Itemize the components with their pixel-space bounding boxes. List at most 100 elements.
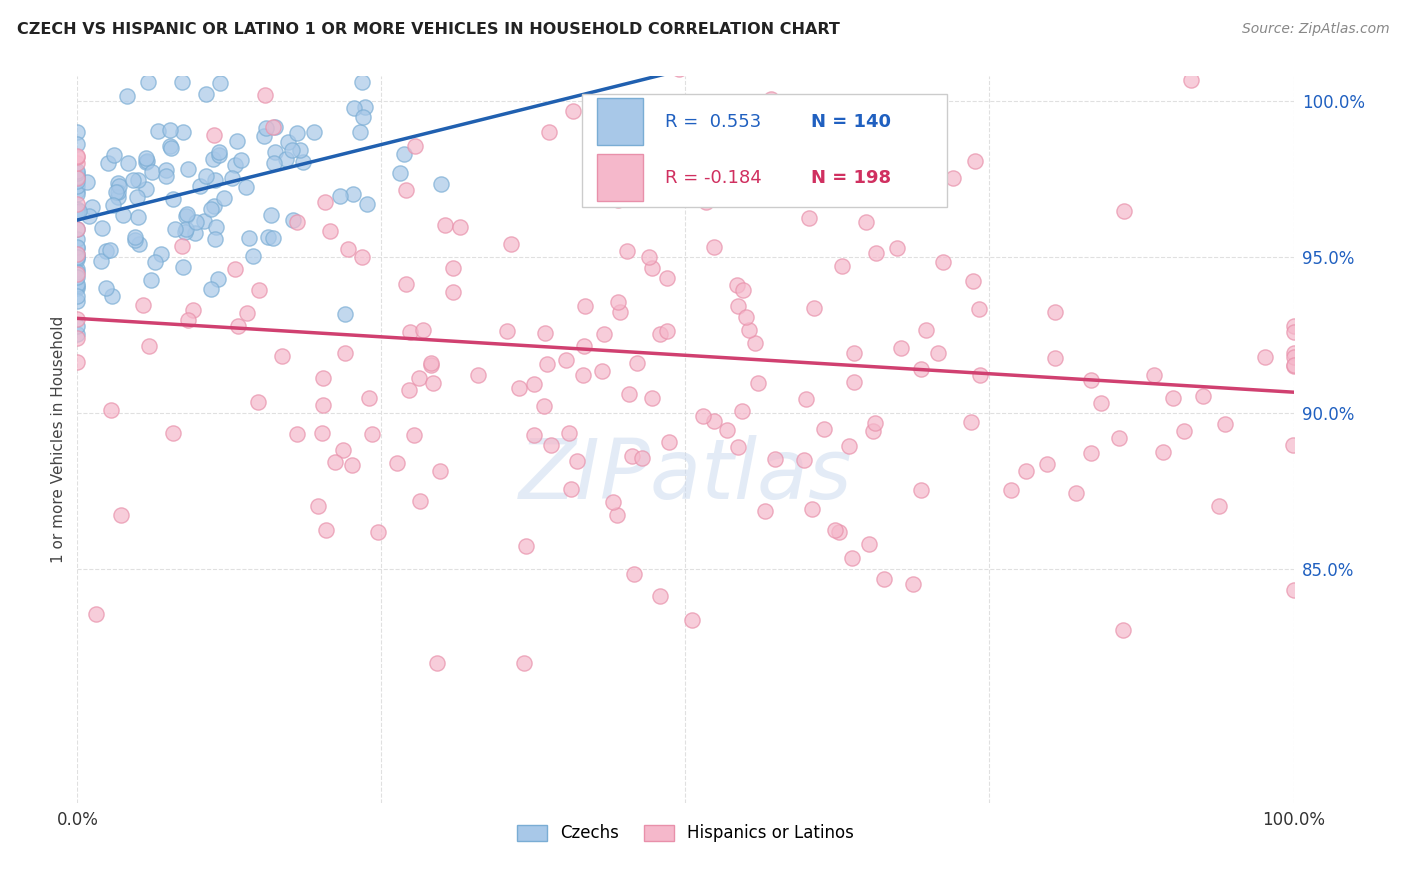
Point xyxy=(727,440,749,454)
Point xyxy=(124,229,146,244)
Point xyxy=(176,207,198,221)
Point xyxy=(172,125,194,139)
Point xyxy=(66,250,89,264)
Point xyxy=(335,308,357,322)
Point xyxy=(533,399,555,413)
Point xyxy=(1152,445,1174,459)
Point xyxy=(66,268,89,282)
Point xyxy=(76,175,98,189)
Point xyxy=(1208,499,1230,513)
Point xyxy=(388,166,411,180)
Point xyxy=(90,220,112,235)
Point xyxy=(558,426,581,441)
Point xyxy=(221,170,243,185)
Point xyxy=(616,244,638,259)
Point xyxy=(352,110,374,124)
Point xyxy=(862,424,884,438)
Point xyxy=(200,283,222,297)
Point xyxy=(523,428,546,442)
Point xyxy=(262,231,284,245)
Point xyxy=(336,242,359,256)
Point xyxy=(422,376,444,390)
Text: N = 140: N = 140 xyxy=(811,112,890,130)
Point xyxy=(1282,318,1305,333)
Point xyxy=(312,371,335,385)
Point xyxy=(555,352,578,367)
Point xyxy=(565,454,588,468)
Point xyxy=(1161,391,1184,405)
Point xyxy=(318,224,340,238)
Point xyxy=(277,135,299,149)
Point xyxy=(66,294,89,309)
Point xyxy=(942,171,965,186)
Point xyxy=(127,172,149,186)
Point xyxy=(224,158,246,172)
Point xyxy=(135,151,157,165)
Point xyxy=(184,226,207,240)
Point xyxy=(155,169,177,183)
Point xyxy=(803,301,825,315)
Point xyxy=(263,145,285,159)
Point xyxy=(426,656,449,670)
Point xyxy=(146,124,169,138)
Point xyxy=(1112,623,1135,637)
Point xyxy=(657,434,679,449)
Point xyxy=(515,539,537,553)
Point xyxy=(429,464,451,478)
Point xyxy=(395,183,418,197)
Point xyxy=(501,237,523,252)
Point xyxy=(66,319,89,334)
Point xyxy=(263,155,285,169)
Point xyxy=(333,346,356,360)
Point xyxy=(1080,446,1102,460)
Point xyxy=(66,222,89,236)
Point xyxy=(731,283,754,297)
Point xyxy=(281,143,304,157)
Point xyxy=(1282,359,1305,373)
Point xyxy=(1014,464,1036,478)
Point xyxy=(209,76,232,90)
Point xyxy=(314,194,336,209)
Point xyxy=(540,438,562,452)
Point xyxy=(927,346,949,360)
Point xyxy=(159,139,181,153)
Point xyxy=(697,166,720,180)
Point xyxy=(66,280,89,294)
Point xyxy=(207,272,229,286)
Point xyxy=(725,278,748,293)
Point xyxy=(66,186,89,201)
Point xyxy=(734,310,756,325)
Point xyxy=(188,179,211,194)
Point xyxy=(623,567,645,582)
Point xyxy=(536,357,558,371)
Point xyxy=(236,306,259,320)
Point xyxy=(138,339,160,353)
Point xyxy=(128,236,150,251)
Point xyxy=(307,500,329,514)
Point xyxy=(201,152,224,166)
Point xyxy=(66,174,89,188)
Point xyxy=(184,215,207,229)
Point xyxy=(606,508,628,523)
Point xyxy=(66,326,89,341)
Point xyxy=(66,136,89,151)
Point xyxy=(235,180,257,194)
Point xyxy=(360,426,382,441)
Point xyxy=(801,501,824,516)
Point xyxy=(66,125,89,139)
Point xyxy=(1282,438,1305,452)
Point xyxy=(187,39,209,54)
Point xyxy=(66,197,89,211)
Point xyxy=(247,283,270,297)
Point xyxy=(103,148,125,162)
Point xyxy=(367,525,389,540)
Point xyxy=(66,221,89,235)
Point xyxy=(828,525,851,540)
Point xyxy=(763,452,786,467)
Point xyxy=(204,173,226,187)
Point xyxy=(135,182,157,196)
Point xyxy=(254,121,277,136)
Point xyxy=(572,338,595,352)
Point xyxy=(960,415,983,429)
Point xyxy=(641,260,664,275)
